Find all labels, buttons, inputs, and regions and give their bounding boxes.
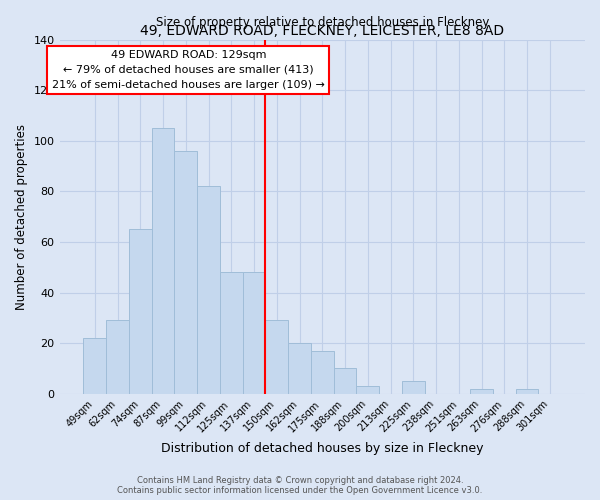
- Bar: [83, 338, 106, 394]
- Y-axis label: Number of detached properties: Number of detached properties: [15, 124, 28, 310]
- Bar: [515, 388, 538, 394]
- Text: Size of property relative to detached houses in Fleckney: Size of property relative to detached ho…: [155, 16, 489, 29]
- X-axis label: Distribution of detached houses by size in Fleckney: Distribution of detached houses by size …: [161, 442, 484, 455]
- Bar: [265, 320, 288, 394]
- Bar: [175, 151, 197, 394]
- Bar: [106, 320, 129, 394]
- Bar: [242, 272, 265, 394]
- Bar: [402, 381, 425, 394]
- Bar: [288, 343, 311, 394]
- Bar: [356, 386, 379, 394]
- Text: 49 EDWARD ROAD: 129sqm
← 79% of detached houses are smaller (413)
21% of semi-de: 49 EDWARD ROAD: 129sqm ← 79% of detached…: [52, 50, 325, 90]
- Bar: [197, 186, 220, 394]
- Bar: [220, 272, 242, 394]
- Bar: [334, 368, 356, 394]
- Bar: [311, 351, 334, 394]
- Text: Contains HM Land Registry data © Crown copyright and database right 2024.
Contai: Contains HM Land Registry data © Crown c…: [118, 476, 482, 495]
- Bar: [129, 230, 152, 394]
- Bar: [152, 128, 175, 394]
- Title: 49, EDWARD ROAD, FLECKNEY, LEICESTER, LE8 8AD: 49, EDWARD ROAD, FLECKNEY, LEICESTER, LE…: [140, 24, 505, 38]
- Bar: [470, 388, 493, 394]
